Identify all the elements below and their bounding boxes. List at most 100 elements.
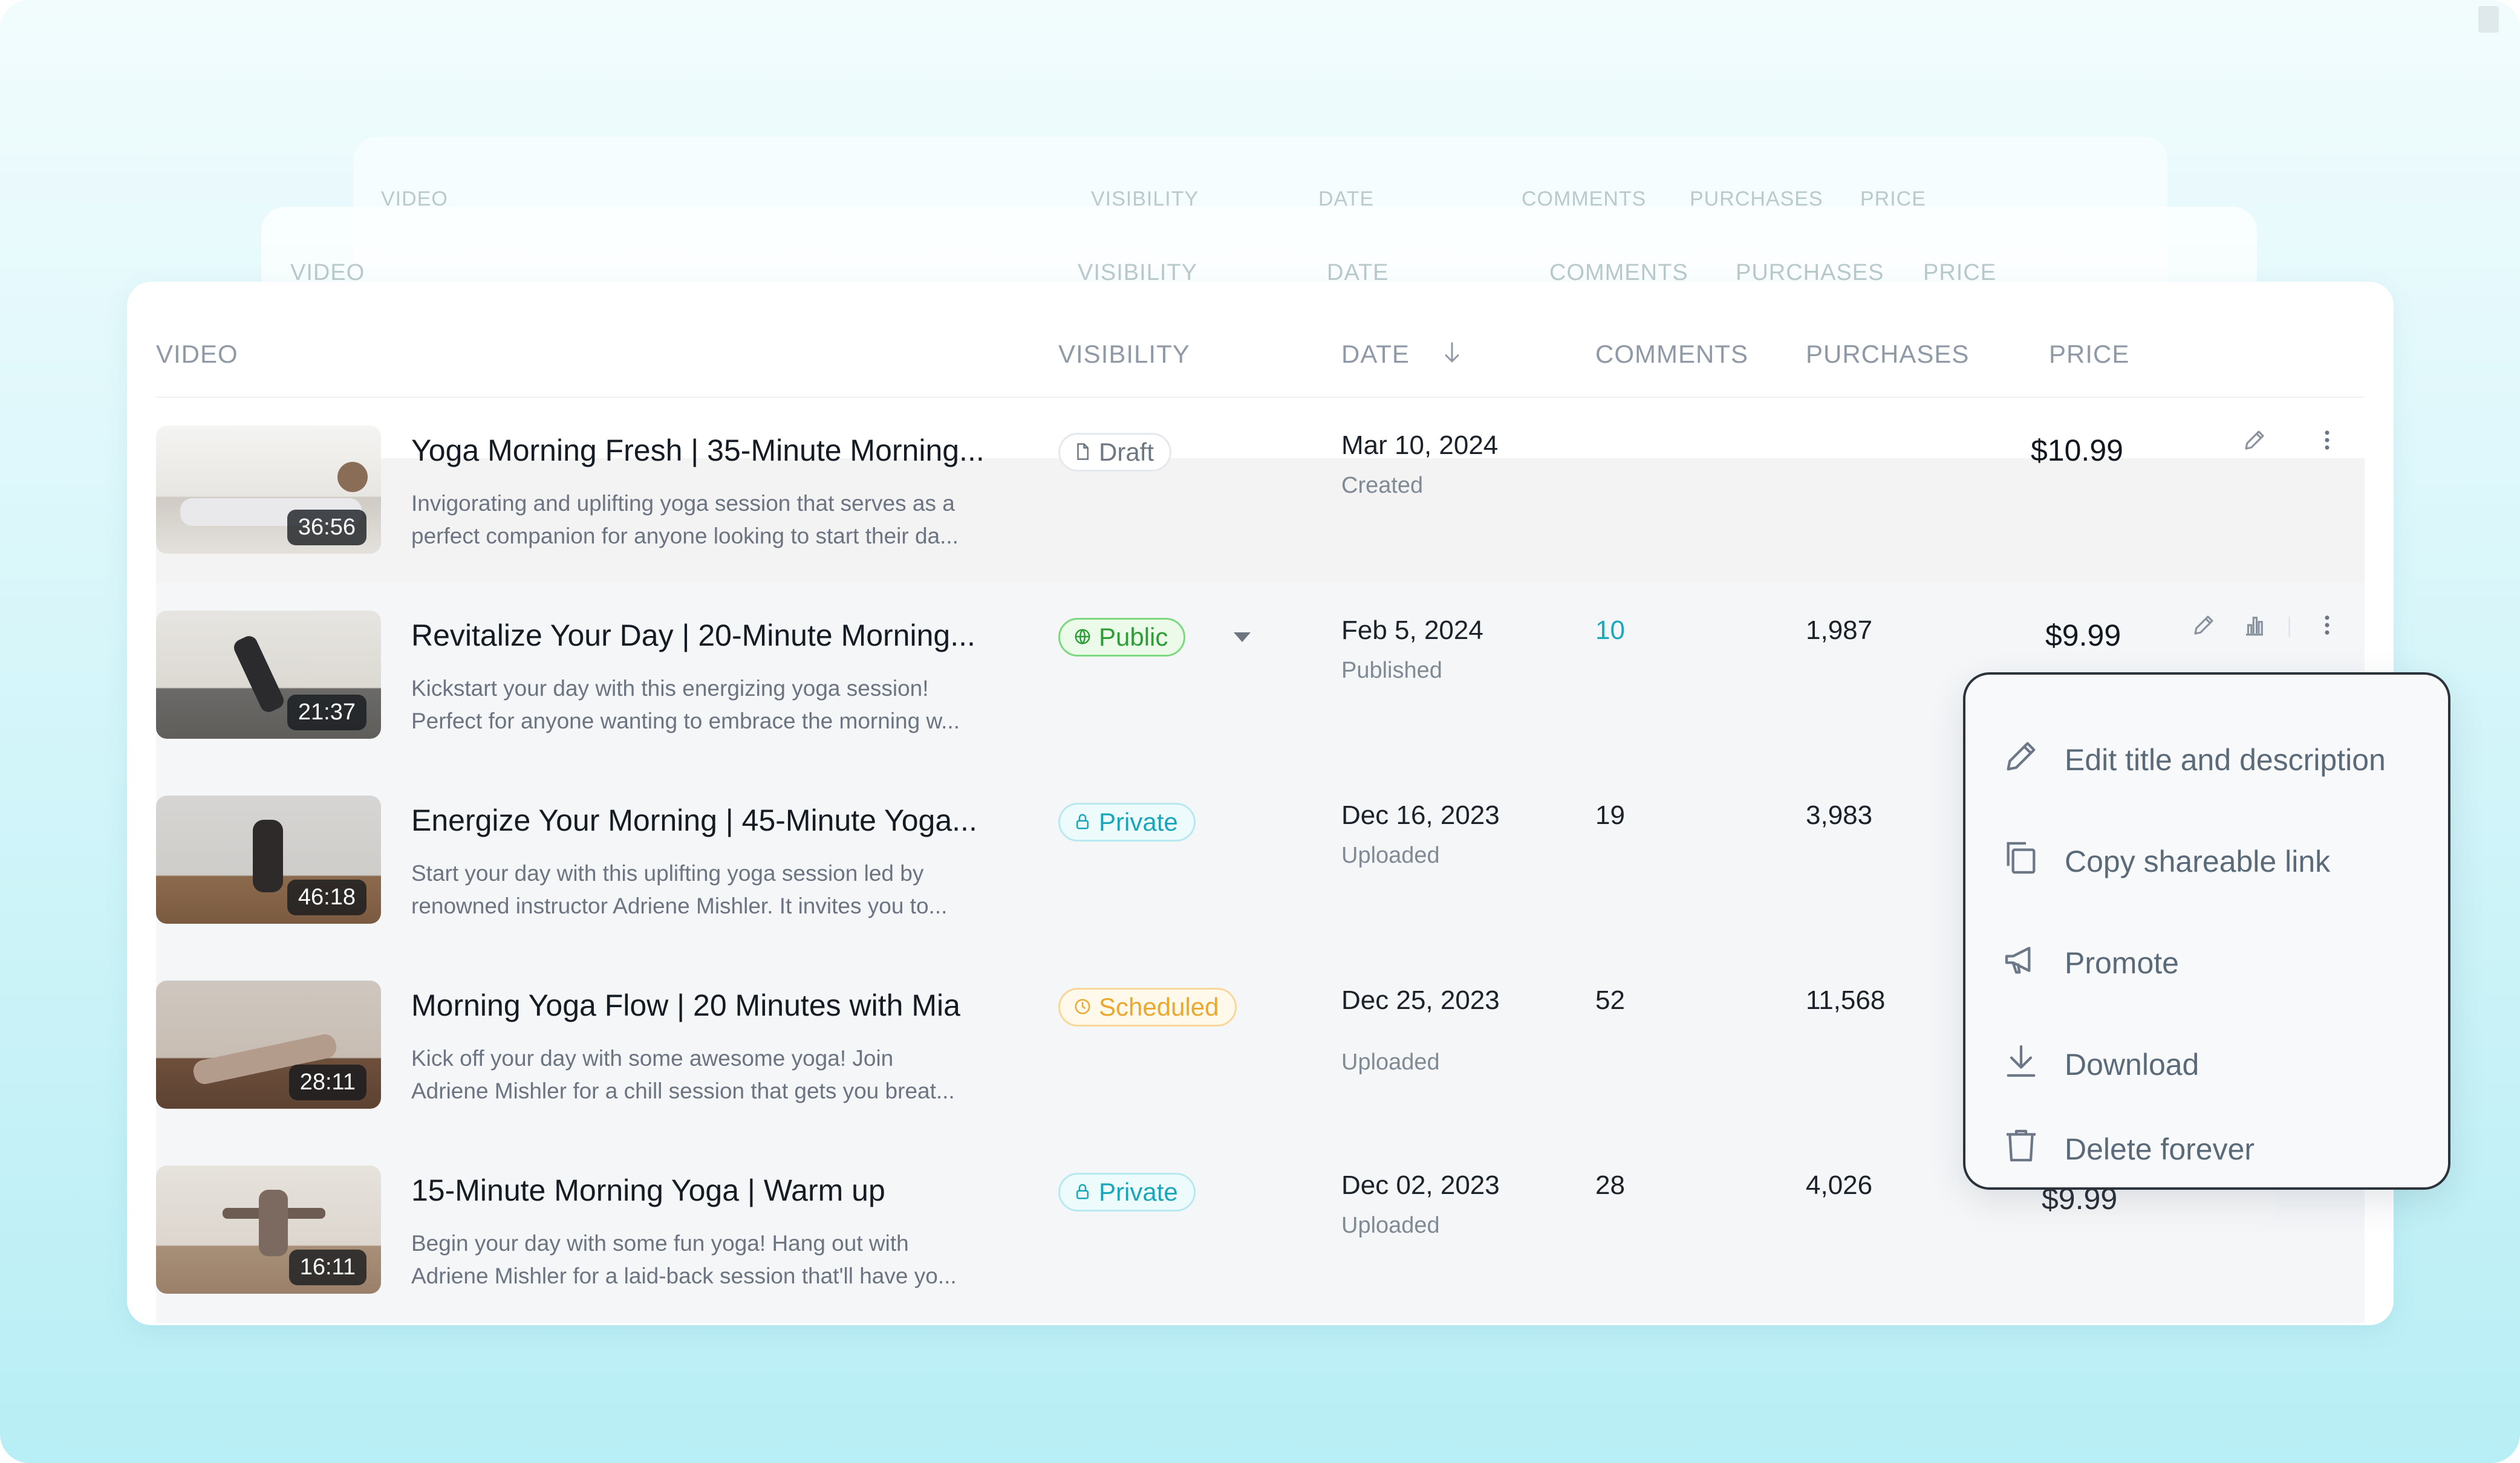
table-row[interactable]: 36:56 Yoga Morning Fresh | 35-Minute Mor… — [156, 398, 2365, 585]
video-thumbnail[interactable]: 16:11 — [156, 1166, 381, 1294]
col-visibility-header: VISIBILITY — [1078, 260, 1197, 285]
badge-label: Private — [1099, 808, 1178, 836]
video-date: Mar 10, 2024 — [1341, 430, 1499, 460]
thumbnail-figure — [231, 633, 287, 715]
menu-item-promote[interactable]: Promote — [2002, 936, 2179, 990]
video-thumbnail[interactable]: 46:18 — [156, 796, 381, 924]
col-purchases-header[interactable]: PURCHASES — [1806, 340, 1970, 368]
edit-pencil-icon[interactable] — [2240, 426, 2269, 455]
video-thumbnail[interactable]: 28:11 — [156, 981, 381, 1109]
divider — [2288, 617, 2290, 637]
col-date-header: DATE — [1318, 187, 1375, 210]
description-line: Kick off your day with some awesome yoga… — [411, 1046, 894, 1071]
sort-arrow-down-icon[interactable] — [1443, 341, 1463, 368]
video-description: Start your day with this uplifting yoga … — [411, 857, 1016, 923]
col-visibility-header[interactable]: VISIBILITY — [1058, 340, 1190, 368]
video-title[interactable]: Yoga Morning Fresh | 35-Minute Morning..… — [411, 433, 985, 467]
date-status: Uploaded — [1341, 1049, 1440, 1075]
thumbnail-figure — [253, 820, 283, 892]
bar-chart-icon[interactable] — [2240, 611, 2269, 640]
description-line: Adriene Mishler for a laid-back session … — [411, 1264, 957, 1288]
download-icon — [2002, 1042, 2040, 1088]
menu-item-copy-link[interactable]: Copy shareable link — [2002, 834, 2330, 889]
description-line: Adriene Mishler for a chill session that… — [411, 1079, 955, 1103]
video-date: Feb 5, 2024 — [1341, 615, 1483, 645]
visibility-badge-scheduled[interactable]: Scheduled — [1058, 988, 1237, 1027]
video-description: Kickstart your day with this energizing … — [411, 672, 1016, 738]
video-duration: 46:18 — [287, 880, 366, 915]
col-comments-header: COMMENTS — [1522, 187, 1647, 210]
description-line: Kickstart your day with this energizing … — [411, 676, 929, 701]
comments-count[interactable]: 10 — [1595, 615, 1625, 645]
col-video-header[interactable]: VIDEO — [156, 340, 238, 368]
menu-item-label: Edit title and description — [2065, 743, 2386, 777]
col-comments-header[interactable]: COMMENTS — [1595, 340, 1748, 368]
chevron-down-icon[interactable] — [1234, 632, 1251, 642]
video-duration: 36:56 — [287, 510, 366, 545]
visibility-badge-private[interactable]: Private — [1058, 1173, 1196, 1212]
col-price-header[interactable]: PRICE — [2049, 340, 2130, 368]
edit-pencil-icon[interactable] — [2189, 611, 2218, 640]
window-corner-widget — [2478, 6, 2499, 33]
video-duration: 28:11 — [288, 1065, 366, 1100]
comments-count: 19 — [1595, 800, 1625, 830]
badge-label: Public — [1099, 623, 1168, 651]
video-title[interactable]: Morning Yoga Flow | 20 Minutes with Mia — [411, 988, 960, 1022]
video-title[interactable]: Revitalize Your Day | 20-Minute Morning.… — [411, 618, 975, 652]
col-date-header[interactable]: DATE — [1341, 340, 1410, 368]
description-line: Start your day with this uplifting yoga … — [411, 861, 924, 886]
menu-item-label: Delete forever — [2065, 1132, 2255, 1166]
table-header: VIDEO VISIBILITY DATE COMMENTS PURCHASES… — [156, 282, 2365, 398]
thumbnail-figure — [337, 462, 368, 492]
copy-icon — [2002, 839, 2040, 884]
purchases-count: 1,987 — [1806, 615, 1873, 645]
description-line: renowned instructor Adriene Mishler. It … — [411, 894, 948, 918]
menu-item-download[interactable]: Download — [2002, 1037, 2199, 1092]
trash-icon — [2002, 1126, 2040, 1172]
col-visibility-header: VISIBILITY — [1091, 187, 1199, 210]
description-line: Begin your day with some fun yoga! Hang … — [411, 1231, 909, 1256]
video-date: Dec 25, 2023 — [1341, 985, 1500, 1015]
col-comments-header: COMMENTS — [1549, 260, 1688, 285]
badge-label: Private — [1099, 1178, 1178, 1206]
more-vertical-icon[interactable] — [2313, 426, 2342, 455]
menu-item-label: Copy shareable link — [2065, 845, 2331, 878]
context-menu: Edit title and description Copy shareabl… — [1963, 672, 2450, 1190]
menu-shadow-ghost: $9.99 — [1951, 1182, 2277, 1227]
more-vertical-icon[interactable] — [2313, 611, 2342, 640]
purchases-count: 3,983 — [1806, 800, 1873, 830]
video-duration: 16:11 — [288, 1250, 366, 1285]
description-line: perfect companion for anyone looking to … — [411, 524, 959, 548]
document-icon — [1073, 438, 1092, 467]
menu-item-label: Promote — [2065, 946, 2179, 980]
lock-icon — [1073, 1178, 1092, 1207]
description-line: Perfect for anyone wanting to embrace th… — [411, 709, 960, 733]
badge-label: Draft — [1099, 438, 1154, 466]
date-status: Uploaded — [1341, 843, 1440, 868]
visibility-badge-draft[interactable]: Draft — [1058, 433, 1172, 472]
video-price: $9.99 — [2045, 618, 2121, 652]
col-price-header: PRICE — [1860, 187, 1926, 210]
video-title[interactable]: 15-Minute Morning Yoga | Warm up — [411, 1173, 885, 1207]
visibility-badge-private[interactable]: Private — [1058, 803, 1196, 842]
video-description: Kick off your day with some awesome yoga… — [411, 1042, 1016, 1108]
video-duration: 21:37 — [287, 695, 366, 730]
comments-count: 52 — [1595, 985, 1625, 1015]
col-video-header: VIDEO — [381, 187, 448, 210]
menu-item-delete[interactable]: Delete forever — [2002, 1122, 2255, 1176]
lock-icon — [1073, 808, 1092, 837]
video-thumbnail[interactable]: 21:37 — [156, 611, 381, 739]
menu-item-edit-title[interactable]: Edit title and description — [2002, 733, 2386, 787]
visibility-badge-public[interactable]: Public — [1058, 618, 1186, 657]
video-date: Dec 16, 2023 — [1341, 800, 1500, 830]
video-thumbnail[interactable]: 36:56 — [156, 426, 381, 554]
date-status: Created — [1341, 473, 1424, 498]
col-purchases-header: PURCHASES — [1736, 260, 1884, 285]
video-description: Begin your day with some fun yoga! Hang … — [411, 1227, 1016, 1293]
clock-icon — [1073, 993, 1092, 1022]
col-price-header: PRICE — [1923, 260, 1997, 285]
pencil-icon[interactable] — [2361, 426, 2390, 455]
comments-count: 28 — [1595, 1170, 1625, 1200]
description-line: Invigorating and uplifting yoga session … — [411, 491, 955, 516]
video-title[interactable]: Energize Your Morning | 45-Minute Yoga..… — [411, 803, 977, 837]
